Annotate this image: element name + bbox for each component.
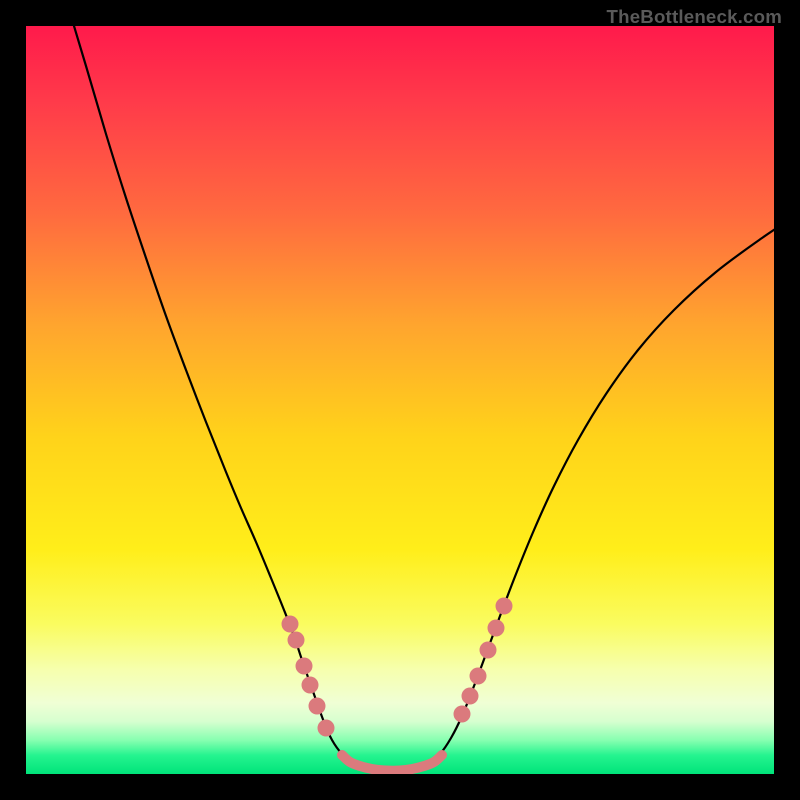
data-point-marker [480,642,497,659]
data-point-marker [488,620,505,637]
data-point-marker [462,688,479,705]
bottleneck-chart [26,26,774,774]
data-point-marker [302,677,319,694]
optimal-range-overlay [342,755,442,771]
data-point-marker [454,706,471,723]
data-point-marker [496,598,513,615]
data-point-marker [309,698,326,715]
data-point-marker [296,658,313,675]
bottleneck-curve [71,26,774,771]
data-point-marker [288,632,305,649]
watermark-text: TheBottleneck.com [607,6,783,28]
data-point-marker [282,616,299,633]
data-point-marker [318,720,335,737]
data-point-marker [470,668,487,685]
